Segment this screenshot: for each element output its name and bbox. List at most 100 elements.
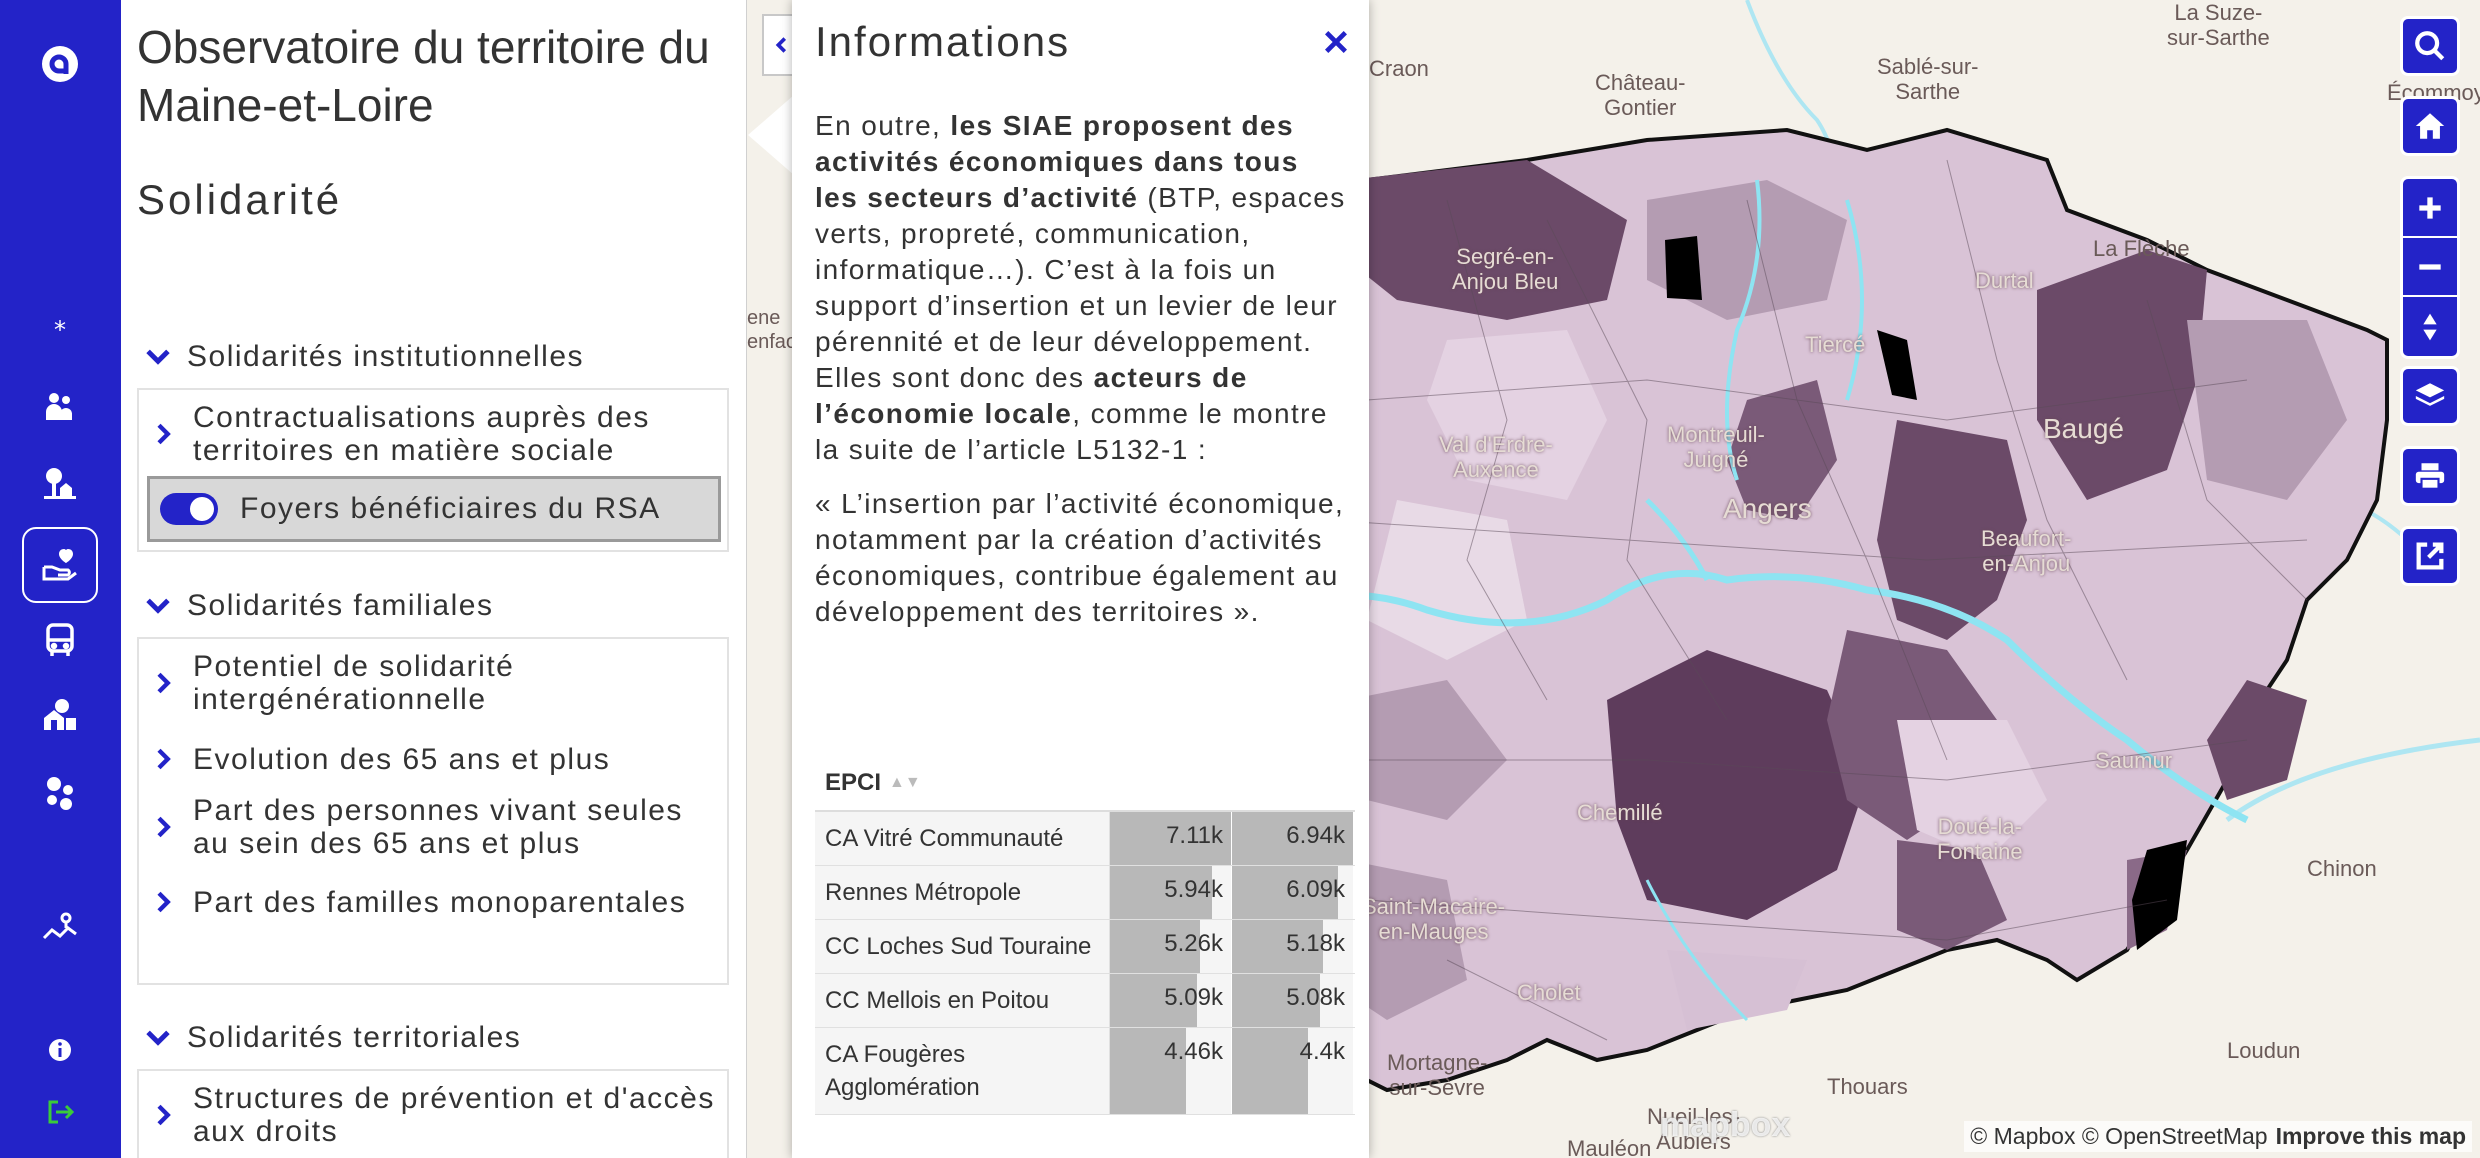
search-button[interactable]: [2400, 16, 2460, 76]
value-bar: [1232, 974, 1321, 1027]
value-cell: 5.26k: [1110, 920, 1232, 973]
text-run: En outre,: [815, 110, 951, 141]
value-bar: [1110, 812, 1231, 865]
table-row[interactable]: CC Mellois en Poitou 5.09k 5.08k: [815, 974, 1355, 1028]
popup-pointer: [748, 95, 794, 175]
layer-item-label: Contractualisations auprès des territoir…: [193, 401, 650, 467]
zoom-controls: [2400, 176, 2460, 359]
chevron-right-icon: [157, 816, 171, 838]
minus-icon: [2419, 263, 2441, 270]
section-header-familiales[interactable]: Solidarités familiales: [141, 589, 493, 623]
place-label: Baugé: [2043, 413, 2124, 444]
reset-bearing-button[interactable]: [2403, 297, 2457, 356]
attribution-text[interactable]: © Mapbox © OpenStreetMap: [1970, 1123, 2268, 1149]
share-button[interactable]: [2400, 526, 2460, 586]
table-header[interactable]: EPCI ▲▼: [815, 756, 1355, 812]
section-header-institutionnelles[interactable]: Solidarités institutionnelles: [141, 340, 584, 374]
chevron-right-icon: [157, 891, 171, 913]
layer-item-potentiel[interactable]: Potentiel de solidarité intergénérationn…: [139, 649, 727, 717]
epci-name: CC Mellois en Poitou: [815, 974, 1110, 1027]
place-label: ene: [747, 307, 781, 329]
section-box-institutionnelles: Contractualisations auprès des territoir…: [137, 388, 729, 552]
table-row[interactable]: Rennes Métropole 5.94k 6.09k: [815, 866, 1355, 920]
value-cell: 5.08k: [1232, 974, 1354, 1027]
network-dots-icon[interactable]: [22, 754, 98, 830]
epci-name: CA Vitré Communauté: [815, 812, 1110, 865]
print-button[interactable]: [2400, 446, 2460, 506]
value-bar: [1232, 866, 1339, 919]
value-text: 5.94k: [1164, 876, 1223, 903]
home-button[interactable]: [2400, 96, 2460, 156]
table-row[interactable]: CC Loches Sud Touraine 5.26k 5.18k: [815, 920, 1355, 974]
logout-icon[interactable]: [22, 1074, 98, 1150]
value-text: 5.26k: [1164, 930, 1223, 957]
popup-body: En outre, les SIAE proposent des activit…: [815, 108, 1347, 648]
value-bar: [1232, 1028, 1309, 1114]
place-label: Beaufort- en-Anjou: [1981, 526, 2072, 576]
place-label: Montreuil- Juigné: [1667, 422, 1765, 472]
plus-icon: [2419, 196, 2441, 219]
text-run: , comme le montre la suite de l’article …: [815, 398, 1328, 465]
place-label: La Suze- sur-Sarthe: [2167, 0, 2270, 50]
place-label: Angers: [1723, 493, 1812, 524]
layer-item-evolution-65[interactable]: Evolution des 65 ans et plus: [139, 734, 727, 784]
improve-map-link[interactable]: Improve this map: [2275, 1123, 2466, 1149]
tree-house-icon[interactable]: [22, 446, 98, 522]
layer-item-label: Structures de prévention et d'accès aux …: [193, 1082, 715, 1148]
asterisk-icon[interactable]: *: [22, 292, 98, 368]
place-label: enfao: [747, 331, 798, 353]
info-icon[interactable]: [22, 1012, 98, 1088]
home-care-icon[interactable]: [22, 678, 98, 754]
value-bar: [1232, 920, 1323, 973]
people-icon[interactable]: [22, 368, 98, 444]
sidebar-panel: Observatoire du territoire du Maine-et-L…: [121, 0, 747, 1158]
value-cell: 4.4k: [1232, 1028, 1354, 1114]
table-row[interactable]: CA Vitré Communauté 7.11k 6.94k: [815, 812, 1355, 866]
zoom-in-button[interactable]: [2403, 179, 2457, 238]
value-text: 5.18k: [1286, 930, 1345, 957]
place-label: Segré-en- Anjou Bleu: [1452, 244, 1559, 294]
place-label: Saumur: [2095, 748, 2173, 773]
mapbox-logo[interactable]: mapbox: [1660, 1106, 1791, 1144]
layer-item-rsa-active[interactable]: Foyers bénéficiaires du RSA: [147, 476, 721, 542]
sort-icon[interactable]: ▲▼: [889, 774, 921, 791]
place-label: Saint-Macaire- en-Mauges: [1362, 894, 1506, 944]
table-row[interactable]: CA Fougères Agglomération 4.46k 4.4k: [815, 1028, 1355, 1115]
layer-toggle-switch[interactable]: [160, 493, 218, 525]
value-text: 4.46k: [1164, 1038, 1223, 1065]
value-text: 6.09k: [1286, 876, 1345, 903]
chevron-right-icon: [157, 748, 171, 770]
column-header-epci[interactable]: EPCI: [825, 769, 882, 796]
close-icon[interactable]: [1320, 26, 1352, 58]
bus-icon[interactable]: [22, 602, 98, 678]
zoom-out-button[interactable]: [2403, 238, 2457, 297]
value-bar: [1232, 812, 1353, 865]
popup-paragraph: En outre, les SIAE proposent des activit…: [815, 108, 1347, 468]
place-label: Craon: [1369, 56, 1429, 81]
page-title: Observatoire du territoire du Maine-et-L…: [137, 21, 710, 131]
value-text: 4.4k: [1299, 1038, 1345, 1065]
search-icon: [2415, 31, 2445, 61]
value-text: 6.94k: [1286, 822, 1345, 849]
print-icon: [2415, 463, 2445, 490]
text-run-bold: acteurs de l’économie locale: [815, 362, 1248, 429]
layer-item-structures-prevention[interactable]: Structures de prévention et d'accès aux …: [139, 1081, 727, 1149]
value-bar: [1110, 920, 1200, 973]
place-label: La Flèche: [2093, 236, 2190, 261]
section-label: Solidarités familiales: [187, 589, 494, 622]
section-box-territoriales: Structures de prévention et d'accès aux …: [137, 1069, 729, 1158]
info-popup: Informations En outre, les SIAE proposen…: [792, 0, 1369, 1158]
value-cell: 7.11k: [1110, 812, 1232, 865]
layer-item-monoparentales[interactable]: Part des familles monoparentales: [139, 877, 727, 927]
svg-text:*: *: [54, 316, 66, 344]
text-run: (BTP, espaces verts, propreté, communica…: [815, 182, 1346, 393]
layer-item-personnes-seules[interactable]: Part des personnes vivant seules au sein…: [139, 793, 727, 861]
layer-item-contractualisations[interactable]: Contractualisations auprès des territoir…: [139, 400, 727, 468]
section-label: Solidarités territoriales: [187, 1021, 522, 1054]
value-text: 7.11k: [1166, 822, 1223, 849]
section-header-territoriales[interactable]: Solidarités territoriales: [141, 1021, 521, 1055]
app-logo-icon[interactable]: [22, 26, 98, 102]
map-location-icon[interactable]: [22, 888, 98, 964]
solidarity-hand-heart-icon[interactable]: [22, 527, 98, 603]
layers-button[interactable]: [2400, 366, 2460, 426]
